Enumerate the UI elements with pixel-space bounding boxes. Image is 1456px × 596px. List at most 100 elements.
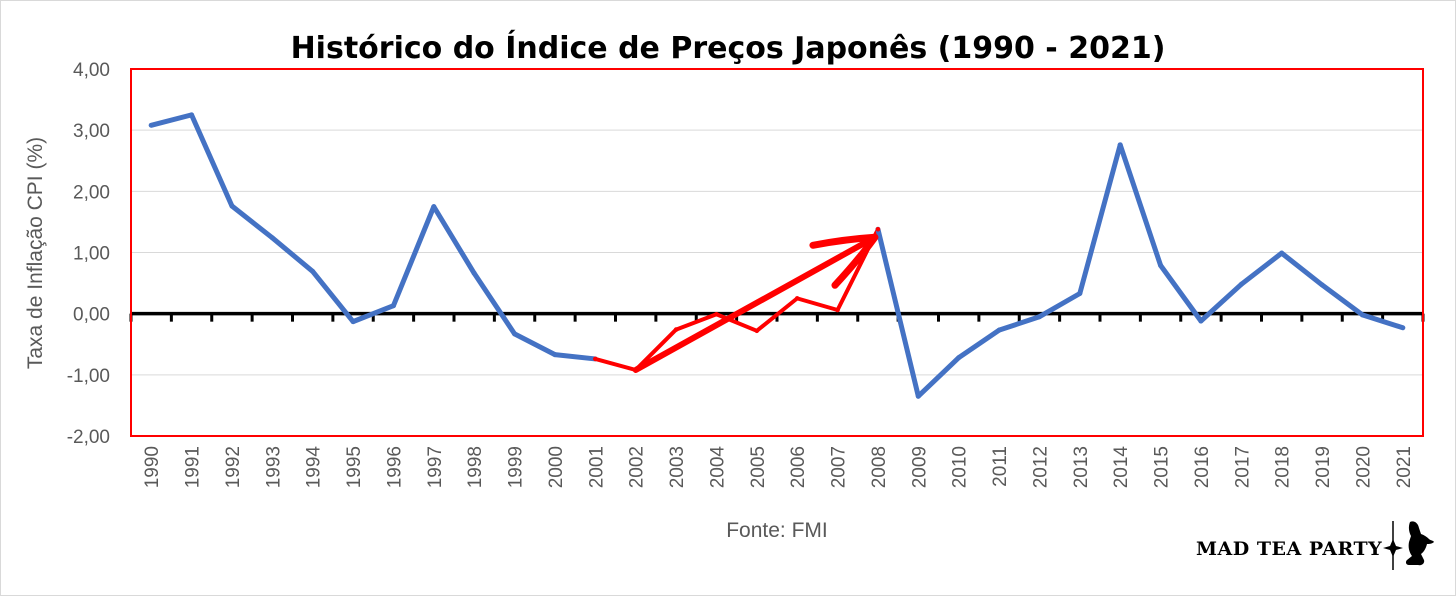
data-point — [1400, 325, 1406, 331]
x-tick-label: 2016 — [1192, 446, 1213, 488]
data-point — [471, 270, 477, 276]
data-point — [673, 327, 679, 332]
series-segment — [431, 204, 477, 276]
data-point — [1319, 282, 1325, 288]
y-tick-label: 1,00 — [73, 244, 110, 265]
series-segment — [1036, 290, 1083, 320]
x-tick-label: 1993 — [263, 446, 284, 488]
series-segment — [1198, 281, 1244, 324]
x-tick-label: 2013 — [1071, 446, 1092, 488]
data-point — [1117, 142, 1123, 148]
x-tick-label: 2011 — [990, 446, 1011, 487]
data-point — [593, 356, 598, 362]
x-tick-label: 2017 — [1232, 446, 1253, 488]
gridlines — [131, 68, 1423, 437]
series-segment — [189, 112, 235, 209]
x-tick-label: 2007 — [829, 446, 850, 488]
series-segment — [1279, 250, 1325, 288]
x-tick-label: 2006 — [788, 446, 809, 488]
x-tick-label: 1992 — [223, 446, 244, 488]
series-segment — [593, 356, 638, 372]
data-point — [1037, 314, 1042, 320]
x-tick-label: 2012 — [1030, 446, 1051, 488]
x-tick-label: 2018 — [1273, 446, 1294, 488]
x-tick-label: 1998 — [465, 446, 486, 488]
brand-logo: MAD TEA PARTY — [1196, 521, 1434, 570]
x-tick-label: 1996 — [384, 446, 405, 488]
y-tick-label: 0,00 — [73, 305, 110, 326]
y-axis-title: Taxa de Inflação CPI (%) — [24, 137, 47, 369]
series-segment — [714, 312, 759, 333]
x-tick-label: 1997 — [425, 446, 446, 488]
x-tick-label: 2009 — [909, 446, 930, 488]
x-tick-label: 2001 — [586, 446, 607, 488]
y-tick-label: -1,00 — [67, 366, 110, 387]
data-point — [1360, 312, 1365, 318]
x-tick-label: 1995 — [344, 446, 365, 488]
data-point — [1198, 318, 1204, 324]
data-point — [310, 269, 315, 274]
y-tick-label: 2,00 — [73, 182, 110, 203]
trend-arrow-shaft — [632, 234, 878, 373]
series-segment — [754, 296, 800, 333]
x-tick-label: 2010 — [950, 446, 971, 488]
series-segment — [1077, 142, 1123, 296]
annotation-layer — [632, 233, 879, 373]
data-point — [512, 331, 517, 337]
data-point — [270, 235, 275, 241]
x-tick-label: 2020 — [1353, 446, 1374, 488]
chart-title: Histórico do Índice de Preços Japonês (1… — [291, 30, 1166, 66]
series-line — [148, 112, 1406, 399]
x-tick-label: 2014 — [1111, 446, 1132, 489]
data-point — [148, 122, 154, 128]
series-segment — [915, 355, 962, 399]
series-segment — [1117, 142, 1164, 268]
series-segment — [875, 226, 921, 399]
x-tick-label: 2004 — [707, 446, 728, 489]
data-point — [1239, 282, 1244, 287]
x-tick-label: 1999 — [506, 446, 527, 488]
x-tick-label: 2019 — [1313, 446, 1334, 488]
data-point — [1077, 291, 1083, 296]
series-segment — [269, 235, 316, 274]
series-segment — [552, 352, 598, 362]
y-tick-label: 3,00 — [73, 121, 110, 142]
x-axis-title: Fonte: FMI — [726, 519, 828, 542]
x-tick-label: 2003 — [667, 446, 688, 488]
x-tick-label: 2005 — [748, 446, 769, 488]
data-point — [714, 311, 719, 317]
data-point — [956, 355, 961, 361]
series-segment — [148, 112, 195, 128]
series-segment — [795, 296, 840, 312]
x-tick-label: 1994 — [304, 446, 325, 489]
data-point — [189, 112, 194, 118]
data-point — [754, 328, 760, 334]
series-segment — [1319, 282, 1365, 318]
series-segment — [1238, 250, 1285, 287]
data-point — [431, 204, 437, 209]
data-point — [552, 352, 558, 357]
x-axis-tick-labels: 1990 1991 1992 1993 1994 1995 1996 1997 1998 1999… — [142, 446, 1415, 489]
brand-name: MAD TEA PARTY — [1196, 538, 1382, 560]
series-segment — [229, 203, 275, 241]
data-point — [835, 307, 840, 313]
x-tick-label: 2008 — [869, 446, 890, 488]
series-segment — [1359, 312, 1406, 331]
y-tick-label: 4,00 — [73, 60, 110, 81]
series-segment — [1158, 262, 1204, 324]
data-point — [1158, 263, 1163, 268]
series-segment — [956, 327, 1002, 361]
x-tick-label: 1991 — [183, 446, 204, 488]
series-segment — [350, 303, 396, 325]
data-point — [1279, 250, 1284, 256]
series-segment — [674, 312, 719, 332]
data-point — [391, 303, 396, 309]
series-segment — [471, 270, 518, 337]
series-segment — [390, 204, 437, 309]
data-point — [996, 327, 1002, 333]
data-point — [875, 226, 881, 232]
y-axis-tick-labels: -2,00 -1,00 0,00 1,00 2,00 3,00 4,00 — [67, 60, 110, 448]
x-tick-label: 1990 — [142, 446, 163, 488]
